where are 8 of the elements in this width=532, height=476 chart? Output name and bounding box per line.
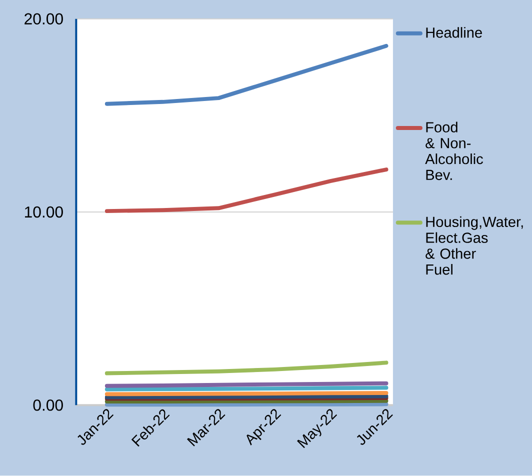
legend-label: Headline <box>426 27 482 38</box>
y-tick-label: 0.00 <box>33 400 63 411</box>
legend-label: Housing,Water, Elect.Gas & Other Fuel <box>426 216 523 275</box>
line-series <box>104 168 388 214</box>
line-series <box>104 44 388 106</box>
y-tick-label: 20.00 <box>24 13 63 25</box>
legend-label: Food & Non-Alcoholic Bev. <box>425 122 483 180</box>
y-tick-label: 10.00 <box>25 206 63 218</box>
